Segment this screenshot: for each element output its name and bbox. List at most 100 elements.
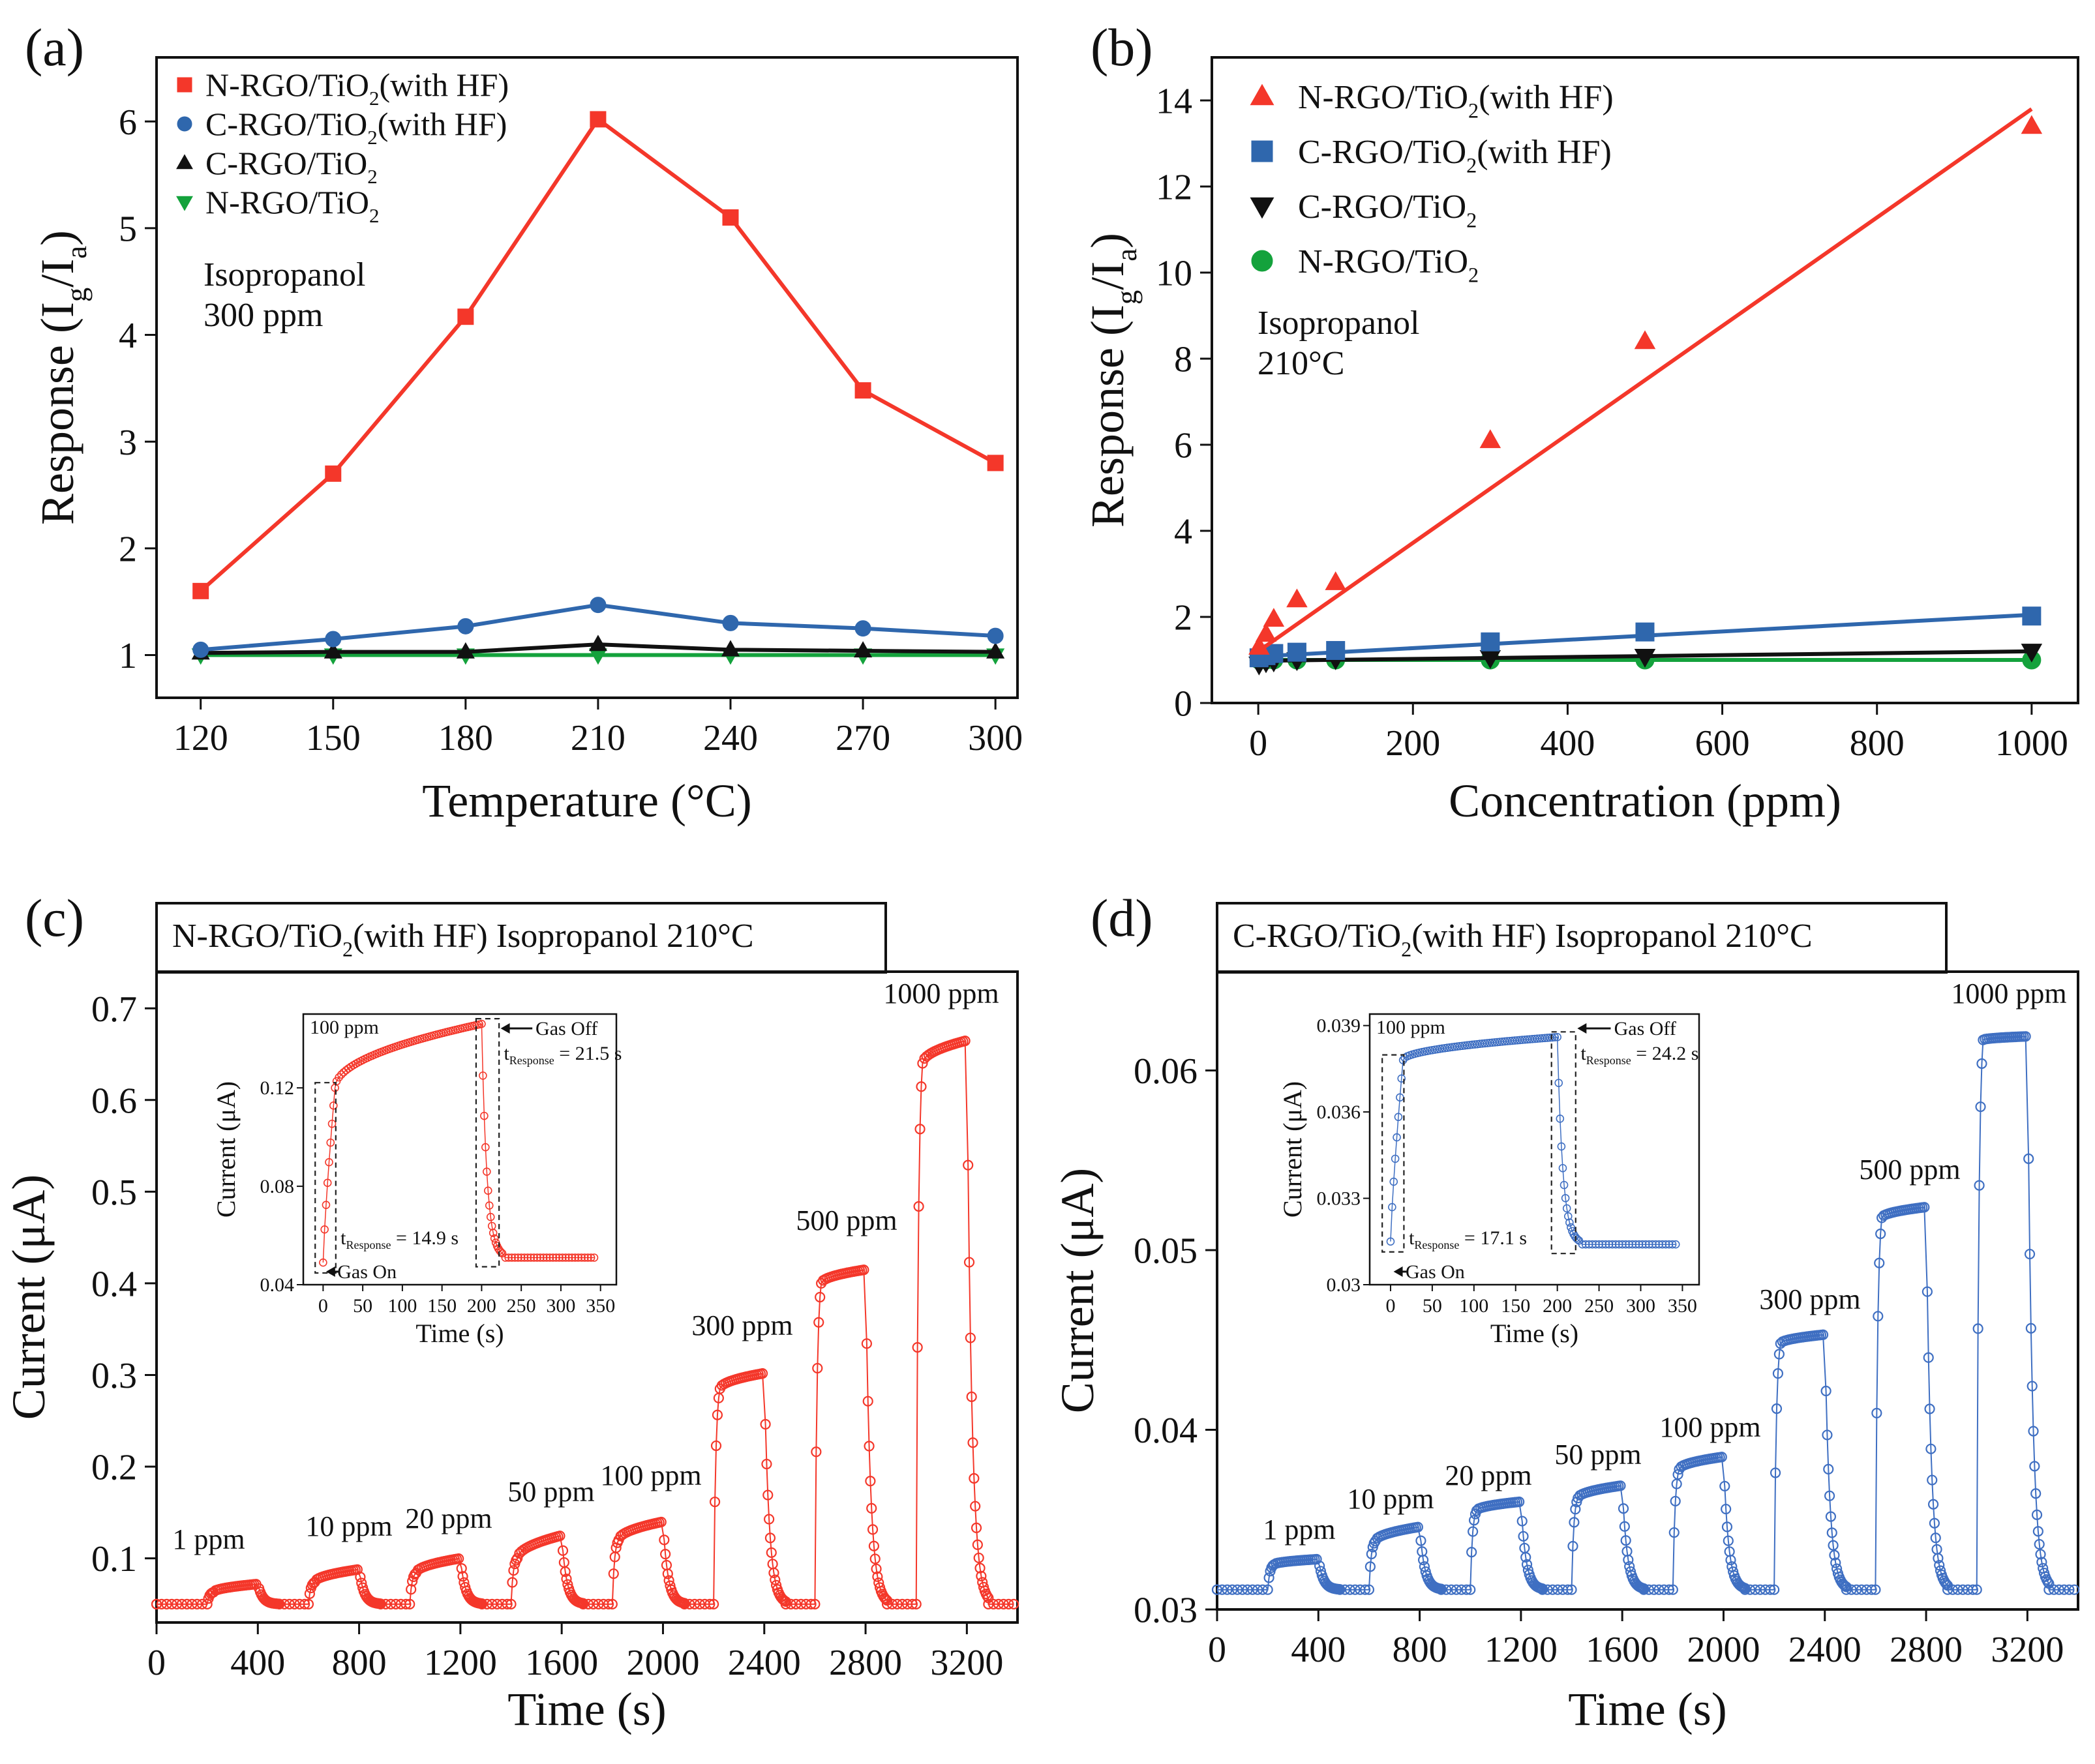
data-point bbox=[2058, 1584, 2070, 1595]
inset-data-point bbox=[489, 1229, 498, 1238]
response-time-subscript: Response bbox=[1586, 1054, 1631, 1067]
y-axis-label-part: /I bbox=[31, 259, 83, 288]
data-point bbox=[593, 1598, 604, 1609]
data-point bbox=[1481, 632, 1500, 651]
data-point bbox=[868, 1540, 879, 1551]
inset-data-point bbox=[1562, 1204, 1571, 1213]
annotation-gas: Isopropanol bbox=[1258, 305, 1419, 342]
y-axis-label: Current (μA) bbox=[1051, 1168, 1104, 1414]
data-point bbox=[659, 1534, 670, 1546]
inset-y-tick-label: 0.039 bbox=[1317, 1015, 1361, 1037]
data-point bbox=[1770, 1467, 1781, 1478]
data-point bbox=[912, 1342, 923, 1353]
data-point bbox=[1567, 1540, 1578, 1552]
y-tick-label: 6 bbox=[1174, 426, 1192, 466]
data-point bbox=[1451, 1584, 1462, 1595]
x-tick-label: 1600 bbox=[1586, 1630, 1659, 1670]
data-point bbox=[279, 1598, 290, 1609]
inset-data-point bbox=[485, 1201, 494, 1210]
data-point bbox=[972, 1539, 983, 1550]
data-point bbox=[722, 614, 739, 631]
data-point bbox=[375, 1598, 386, 1609]
inset-x-tick-label: 0 bbox=[318, 1295, 328, 1317]
legend-label-sub: 2 bbox=[1466, 209, 1477, 232]
data-point bbox=[861, 1338, 872, 1349]
data-point bbox=[913, 1201, 924, 1212]
data-point bbox=[763, 1514, 775, 1525]
y-axis-label: Response (Ig/Ia) bbox=[31, 230, 93, 525]
data-point bbox=[871, 1563, 882, 1574]
inset-data-point bbox=[533, 1253, 541, 1262]
inset-data-point bbox=[483, 1186, 492, 1195]
inset-x-tick-label: 0 bbox=[1385, 1295, 1395, 1317]
inset-data-point bbox=[555, 1253, 564, 1262]
data-point bbox=[1287, 642, 1306, 662]
y-tick-label: 2 bbox=[1174, 598, 1192, 638]
data-point bbox=[187, 1598, 198, 1609]
y-axis-label-part: Response (I bbox=[1081, 305, 1134, 528]
data-point bbox=[151, 1598, 162, 1609]
data-point bbox=[987, 455, 1004, 471]
data-point bbox=[1976, 1058, 1987, 1069]
inset-y-tick-label: 0.033 bbox=[1317, 1188, 1361, 1210]
data-point bbox=[662, 1568, 673, 1579]
data-point bbox=[708, 1598, 719, 1609]
gas-on-arrowhead bbox=[325, 1266, 335, 1277]
data-point bbox=[1635, 622, 1655, 642]
data-point bbox=[1841, 1581, 1852, 1592]
data-point bbox=[1315, 1566, 1327, 1577]
data-point bbox=[274, 1598, 285, 1609]
data-point bbox=[2029, 1461, 2040, 1472]
inset-y-tick-label: 0.03 bbox=[1327, 1274, 1361, 1296]
x-tick-label: 2800 bbox=[1890, 1630, 1963, 1670]
panel-d: (d) C-RGO/TiO2(with HF) Isopropanol 210°C… bbox=[1051, 888, 2080, 1735]
data-point bbox=[976, 1570, 987, 1581]
data-point bbox=[176, 1598, 187, 1609]
inset-data-point bbox=[1567, 1223, 1575, 1232]
data-point bbox=[1339, 1584, 1351, 1595]
data-point bbox=[1326, 640, 1346, 660]
data-point bbox=[813, 1317, 824, 1328]
data-point bbox=[1222, 1584, 1233, 1595]
response-time-off: tResponse = 21.5 s bbox=[504, 1043, 622, 1067]
chart-title-part: C-RGO/TiO bbox=[1233, 918, 1401, 955]
legend-label-part: C-RGO/TiO bbox=[205, 106, 367, 142]
inset-y-tick-label: 0.08 bbox=[260, 1176, 295, 1197]
inset-data-point bbox=[1548, 1033, 1557, 1042]
legend-label: N-RGO/TiO2(with HF) bbox=[205, 67, 509, 110]
data-point bbox=[1663, 1584, 1675, 1595]
data-point bbox=[2043, 1584, 2055, 1595]
data-point bbox=[1542, 1584, 1553, 1595]
inset-x-axis-label: Time (s) bbox=[1490, 1319, 1578, 1348]
data-point bbox=[2028, 1426, 2039, 1437]
data-point bbox=[561, 1574, 572, 1585]
y-tick-label: 6 bbox=[119, 102, 137, 143]
data-point bbox=[1344, 1584, 1355, 1595]
data-point bbox=[966, 1391, 977, 1402]
legend-label: N-RGO/TiO2(with HF) bbox=[1298, 79, 1614, 123]
y-tick-label: 0.5 bbox=[91, 1173, 137, 1213]
data-point bbox=[1670, 1495, 1681, 1507]
inset-data-point bbox=[1572, 1234, 1581, 1242]
data-point bbox=[1870, 1584, 1881, 1595]
data-point bbox=[993, 1598, 1004, 1609]
data-point bbox=[1668, 1527, 1680, 1538]
x-tick-label: 210 bbox=[571, 718, 625, 758]
inset-data-point bbox=[477, 1019, 486, 1028]
data-point bbox=[578, 1598, 589, 1609]
chart-title-part: (with HF) Isopropanol 210°C bbox=[1411, 918, 1812, 955]
data-point bbox=[590, 111, 607, 128]
legend-label-sub: 2 bbox=[1468, 263, 1479, 287]
data-point bbox=[181, 1598, 192, 1609]
data-point bbox=[911, 1598, 922, 1609]
pulse-label: 50 ppm bbox=[1554, 1439, 1641, 1471]
data-point bbox=[1957, 1584, 1968, 1595]
data-point bbox=[1925, 1443, 1937, 1454]
data-point bbox=[886, 1598, 897, 1609]
x-tick-label: 2000 bbox=[1687, 1630, 1760, 1670]
data-point bbox=[965, 1332, 976, 1343]
data-point bbox=[1311, 1553, 1322, 1565]
annotation-concentration: 300 ppm bbox=[203, 297, 323, 334]
inset-x-tick-label: 150 bbox=[427, 1295, 457, 1317]
x-tick-label: 400 bbox=[1291, 1630, 1346, 1670]
